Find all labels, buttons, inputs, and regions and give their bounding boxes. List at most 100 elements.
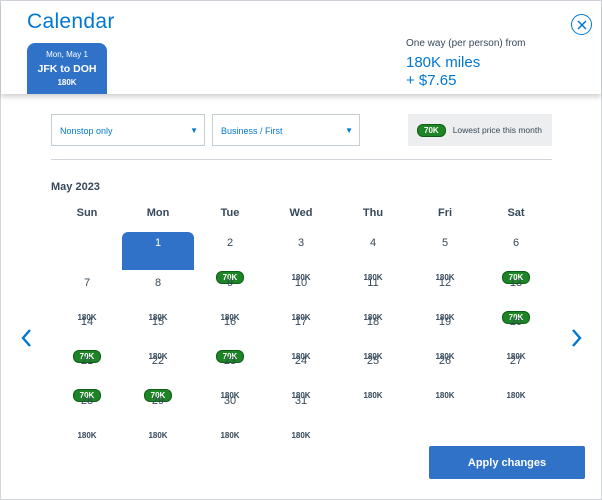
calendar-day[interactable]: 10 180K (265, 272, 337, 322)
prev-month-button[interactable] (19, 327, 33, 349)
cabin-select-value: Business / First (221, 126, 283, 136)
day-price: 180K (220, 431, 240, 440)
day-number: 28 (80, 395, 94, 407)
calendar-day[interactable]: 16 70K (194, 311, 266, 363)
day-price: 180K (291, 313, 311, 322)
cabin-select[interactable]: Business / First ▼ (212, 114, 360, 146)
day-price: 180K (291, 273, 311, 282)
tab-date: Mon, May 1 (46, 50, 88, 59)
legend-label: Lowest price this month (452, 125, 542, 135)
day-price: 180K (148, 431, 168, 440)
calendar-day[interactable]: 21 70K (51, 350, 123, 402)
calendar-day[interactable]: 12 180K (409, 272, 481, 322)
day-price: 180K (291, 352, 311, 361)
calendar-day[interactable]: 13 70K (480, 272, 552, 324)
calendar-day[interactable]: 20 180K (480, 311, 552, 361)
calendar-day[interactable]: 9 180K (194, 272, 266, 322)
fare-miles: 180K miles (406, 54, 481, 71)
calendar-day[interactable]: 2 70K (194, 232, 266, 284)
day-price: 180K (435, 391, 455, 400)
day-number: 27 (509, 355, 523, 367)
calendar-day[interactable]: 3 180K (265, 232, 337, 282)
caret-down-icon: ▼ (190, 126, 198, 135)
day-number: 21 (80, 355, 94, 367)
calendar-day[interactable]: 30 180K (194, 390, 266, 440)
day-price: 180K (363, 391, 383, 400)
modal-header: Calendar Mon, May 1 JFK to DOH 180K One … (1, 1, 601, 94)
stops-select[interactable]: Nonstop only ▼ (51, 114, 205, 146)
calendar-day[interactable]: 29 180K (122, 390, 194, 440)
calendar-day[interactable]: 22 70K (122, 350, 194, 402)
tab-price: 180K (57, 78, 77, 87)
calendar-day[interactable]: 7 180K (51, 272, 123, 322)
lowest-price-badge: 70K (72, 389, 102, 402)
calendar-day[interactable]: 11 180K (337, 272, 409, 322)
day-number: 14 (80, 316, 94, 328)
lowest-price-badge: 70K (215, 271, 245, 284)
day-number: 8 (154, 277, 162, 289)
stops-select-value: Nonstop only (60, 126, 113, 136)
weekday-header: Mon (146, 207, 170, 219)
day-price: 180K (506, 391, 526, 400)
day-price: 180K (77, 431, 97, 440)
day-price: 180K (148, 313, 168, 322)
lowest-price-legend: 70K Lowest price this month (408, 114, 552, 146)
weekday-header: Tue (220, 207, 240, 219)
day-price: 180K (291, 431, 311, 440)
tab-route: JFK to DOH (37, 63, 97, 75)
calendar-day[interactable]: 6 70K (480, 232, 552, 284)
calendar-day[interactable]: 14 70K (51, 311, 123, 363)
weekday-header: Fri (437, 207, 453, 219)
day-price: 180K (435, 273, 455, 282)
calendar-day[interactable]: 31 180K (265, 390, 337, 440)
day-price: 180K (506, 352, 526, 361)
calendar-day[interactable]: 17 180K (265, 311, 337, 361)
day-number: 12 (438, 277, 452, 289)
calendar-day[interactable]: 19 180K (409, 311, 481, 361)
day-price: 180K (220, 391, 240, 400)
legend-badge: 70K (417, 123, 446, 137)
day-number: 18 (366, 316, 380, 328)
day-number: 30 (223, 395, 237, 407)
calendar-day[interactable]: 26 180K (409, 350, 481, 400)
day-price: 180K (220, 313, 240, 322)
day-price: 180K (148, 273, 168, 282)
lowest-price-badge: 70K (501, 271, 531, 284)
day-number: 9 (226, 277, 234, 289)
calendar-day[interactable]: 1 180K (122, 232, 194, 282)
day-number: 1 (154, 237, 162, 249)
calendar-day[interactable]: 5 180K (409, 232, 481, 282)
selected-date-tab[interactable]: Mon, May 1 JFK to DOH 180K (27, 43, 107, 94)
day-number: 29 (151, 395, 165, 407)
lowest-price-badge: 70K (143, 389, 173, 402)
weekday-header: Wed (289, 207, 313, 219)
fare-summary: One way (per person) from 180K miles + $… (406, 38, 526, 89)
lowest-price-badge: 70K (72, 350, 102, 363)
day-number: 22 (151, 355, 165, 367)
apply-changes-button[interactable]: Apply changes (429, 446, 585, 479)
close-button[interactable] (571, 14, 592, 35)
calendar-day[interactable]: 18 180K (337, 311, 409, 361)
day-price: 180K (435, 313, 455, 322)
day-number: 4 (369, 237, 377, 249)
day-number: 11 (367, 277, 379, 289)
calendar-day[interactable]: 25 180K (337, 350, 409, 400)
calendar-day[interactable]: 23 180K (194, 350, 266, 400)
day-number: 31 (294, 395, 308, 407)
day-number: 6 (512, 237, 520, 249)
day-number: 23 (223, 355, 237, 367)
day-number: 13 (509, 277, 523, 289)
day-number: 10 (294, 277, 308, 289)
calendar-day[interactable]: 24 180K (265, 350, 337, 400)
day-number: 2 (226, 237, 234, 249)
calendar-day[interactable]: 27 180K (480, 350, 552, 400)
calendar-day[interactable]: 8 180K (122, 272, 194, 322)
page-title: Calendar (27, 10, 115, 33)
calendar-day[interactable]: 4 180K (337, 232, 409, 282)
next-month-button[interactable] (570, 327, 584, 349)
divider (51, 159, 552, 160)
calendar-day[interactable]: 28 180K (51, 390, 123, 440)
calendar-day[interactable]: 15 180K (122, 311, 194, 361)
day-number: 7 (83, 277, 91, 289)
